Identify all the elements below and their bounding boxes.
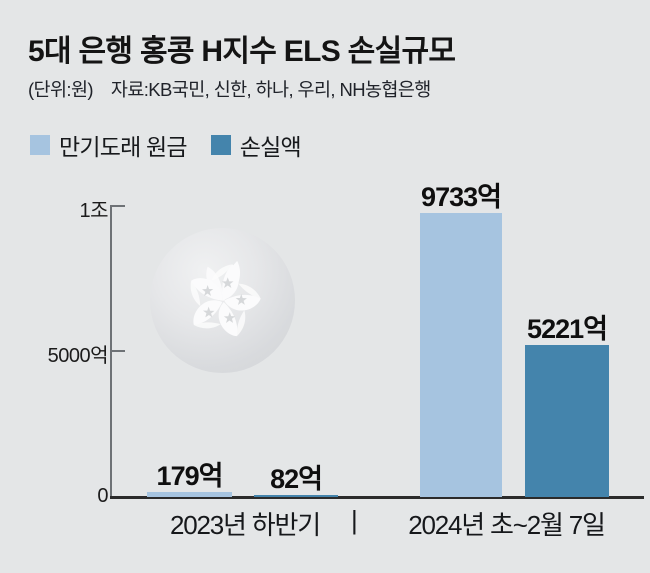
x-axis-separator: |: [351, 505, 358, 535]
legend-item-principal: 만기도래 원금: [30, 128, 188, 162]
bar-2023-loss[interactable]: [254, 494, 338, 497]
bar-value-2023-principal: 179억: [156, 460, 224, 491]
legend-label-loss: 손실액: [239, 134, 302, 160]
bar-2024-loss[interactable]: [525, 344, 609, 497]
bar-value-2023-loss: 82억: [270, 463, 323, 494]
chart-legend: 만기도래 원금 손실액: [30, 128, 315, 162]
legend-label-principal: 만기도래 원금: [59, 134, 188, 160]
legend-swatch-principal: [30, 135, 50, 155]
bars-layer: [147, 212, 609, 497]
subtitle-line: (단위:원) 자료:KB국민, 신한, 하나, 우리, NH농협은행: [28, 76, 431, 102]
unit-note: (단위:원): [28, 79, 94, 100]
bar-value-2024-principal: 9733억: [421, 181, 502, 212]
x-axis-label-2023: 2023년 하반기: [170, 510, 321, 540]
bar-value-2024-loss: 5221억: [527, 313, 608, 344]
bar-2024-principal[interactable]: [420, 212, 502, 497]
legend-item-loss: 손실액: [210, 128, 302, 162]
legend-swatch-loss: [210, 135, 231, 155]
page-title: 5대 은행 홍콩 H지수 ELS 손실규모: [28, 35, 456, 68]
hong-kong-bauhinia-emblem-icon: [150, 228, 295, 373]
bar-2023-principal[interactable]: [147, 491, 232, 497]
x-axis-label-2024: 2024년 초~2월 7일: [408, 510, 606, 540]
source-note: 자료:KB국민, 신한, 하나, 우리, NH농협은행: [110, 79, 431, 100]
